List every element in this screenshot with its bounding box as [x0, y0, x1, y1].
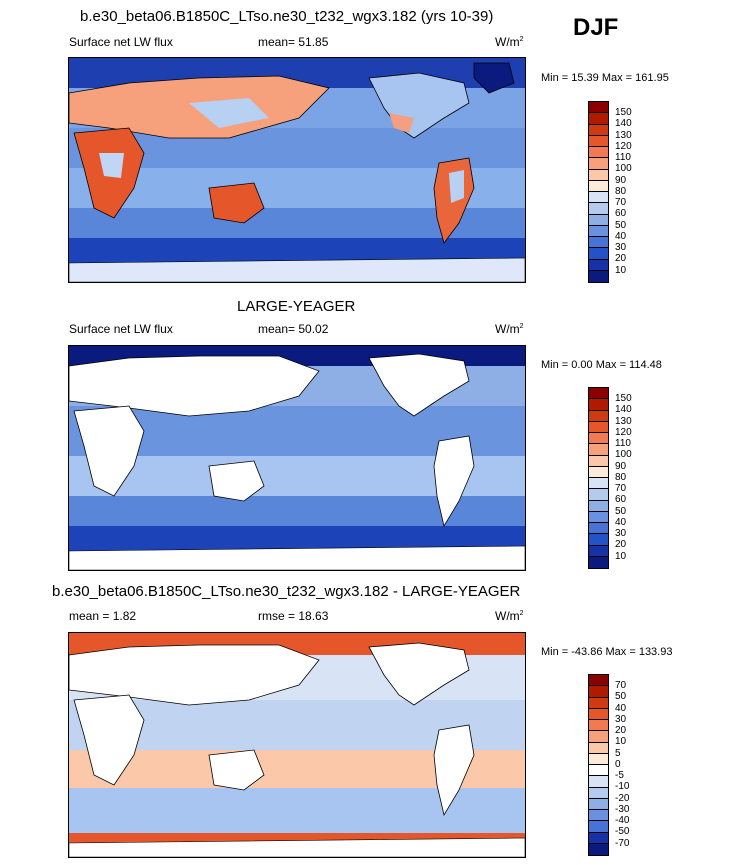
panel-2-cbar-label: 150 — [615, 393, 632, 404]
panel-1-cbar-label: 40 — [615, 231, 627, 242]
panel-1-cbar-label: 140 — [615, 118, 632, 129]
map2-eurasia — [69, 355, 320, 417]
panel-2-cbar-label: 50 — [615, 506, 627, 517]
panel-2-cbar-label: 60 — [615, 494, 627, 505]
panel-2-cbar-label: 110 — [615, 438, 631, 449]
panel-2-units: W/m2 — [495, 322, 524, 336]
panel-1-minmax: Min = 15.39 Max = 161.95 — [541, 72, 669, 84]
panel-1-cbar-label: 150 — [615, 107, 632, 118]
panel-2-cbar-label: 90 — [615, 461, 627, 472]
panel-3-title: b.e30_beta06.B1850C_LTso.ne30_t232_wgx3.… — [52, 583, 521, 600]
panel-2-variable: Surface net LW flux — [69, 322, 173, 336]
panel-2-colorbar — [588, 387, 609, 569]
panel-3-minmax: Min = -43.86 Max = 133.93 — [541, 646, 673, 658]
panel-2-map — [68, 345, 526, 571]
panel-2-cbar-label: 30 — [615, 528, 627, 539]
panel-1-cbar-label: 100 — [615, 163, 632, 174]
panel-1-cbar-label: 90 — [615, 175, 627, 186]
panel-2-cbar-label: 20 — [615, 539, 627, 550]
panel-3-cbar-label: 50 — [615, 691, 627, 702]
panel-1-cbar-label: 30 — [615, 242, 627, 253]
map1-antarctica — [69, 257, 525, 282]
panel-3-cbar-label: -5 — [615, 770, 624, 781]
panel-3-cbar-label: -30 — [615, 804, 630, 815]
panel-3-cbar-label: 20 — [615, 725, 627, 736]
panel-1-cbar-label: 20 — [615, 253, 627, 264]
map2-africa — [73, 405, 145, 497]
panel-2-cbar-label: 80 — [615, 472, 627, 483]
panel-1-cbar-label: 60 — [615, 208, 627, 219]
map2-north-america — [368, 353, 470, 417]
panel-1-cbar-label: 70 — [615, 197, 627, 208]
panel-1-mean: mean= 51.85 — [258, 35, 329, 49]
map3-antarctica — [69, 837, 525, 857]
panel-1-title: b.e30_beta06.B1850C_LTso.ne30_t232_wgx3.… — [80, 8, 494, 25]
map1-australia — [208, 182, 265, 224]
panel-3-mean: mean = 1.82 — [69, 609, 137, 623]
panel-1-units: W/m2 — [495, 35, 524, 49]
map2-australia — [208, 460, 265, 502]
map3-australia — [208, 749, 265, 791]
panel-2-mean: mean= 50.02 — [258, 322, 329, 336]
panel-3-cbar-label: 30 — [615, 714, 627, 725]
panel-2-cbar-label: 140 — [615, 404, 632, 415]
panel-1-cbar-label: 120 — [615, 141, 632, 152]
panel-3-cbar-label: 10 — [615, 736, 627, 747]
map3-eurasia — [69, 644, 320, 706]
panel-2-title: LARGE-YEAGER — [237, 298, 356, 315]
panel-3-map — [68, 632, 526, 858]
map3-north-america — [368, 642, 470, 706]
panel-3-rmse: rmse = 18.63 — [258, 609, 329, 623]
panel-1-cbar-label: 110 — [615, 152, 631, 163]
panel-2-minmax: Min = 0.00 Max = 114.48 — [541, 359, 662, 371]
map3-africa — [73, 694, 145, 786]
panel-3-colorbar — [588, 674, 609, 856]
map3-south-america — [433, 724, 475, 817]
panel-1-cbar-label: 50 — [615, 220, 627, 231]
panel-2-cbar-label: 130 — [615, 416, 632, 427]
panel-3-cbar-label: -10 — [615, 781, 630, 792]
panel-1-cbar-label: 80 — [615, 186, 627, 197]
panel-3-cbar-label: 70 — [615, 680, 627, 691]
panel-1-map — [68, 57, 526, 283]
map2-antarctica — [69, 545, 525, 570]
panel-3-cbar-label: 0 — [615, 759, 621, 770]
panel-1-variable: Surface net LW flux — [69, 35, 173, 49]
map2-south-america — [433, 435, 475, 528]
season-label: DJF — [573, 14, 619, 41]
panel-2-cbar-label: 70 — [615, 483, 627, 494]
panel-2-cbar-label: 10 — [615, 551, 627, 562]
panel-1-cbar-label: 10 — [615, 265, 627, 276]
panel-3-cbar-label: -70 — [615, 838, 630, 849]
panel-2-cbar-label: 40 — [615, 517, 627, 528]
panel-2-cbar-label: 100 — [615, 449, 632, 460]
panel-3-cbar-label: 40 — [615, 703, 627, 714]
panel-3-cbar-label: -50 — [615, 826, 630, 837]
panel-3-cbar-label: 5 — [615, 748, 621, 759]
panel-1-cbar-label: 130 — [615, 130, 632, 141]
panel-2-cbar-label: 120 — [615, 427, 632, 438]
panel-3-cbar-label: -40 — [615, 815, 630, 826]
panel-3-units: W/m2 — [495, 609, 524, 623]
panel-1-colorbar — [588, 101, 609, 283]
panel-3-cbar-label: -20 — [615, 793, 630, 804]
